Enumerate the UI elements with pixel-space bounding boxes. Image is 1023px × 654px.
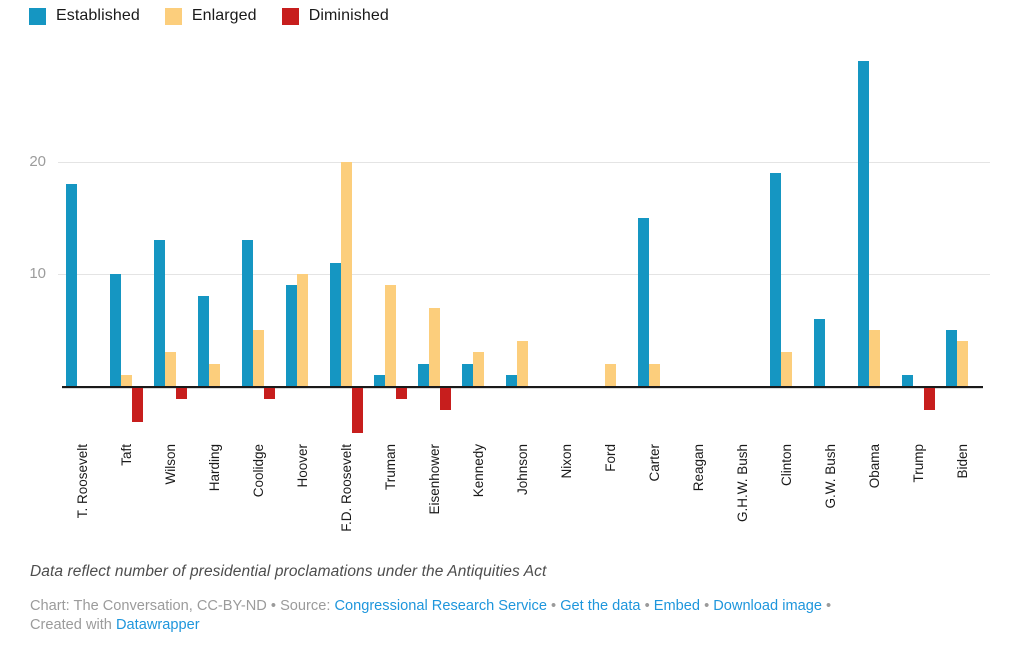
source-label: Source: [280, 598, 331, 614]
chart-byline: Chart: The Conversation, CC-BY-ND • Sour… [30, 595, 1005, 617]
x-label-carter: Carter [646, 444, 662, 482]
bar-established-trump[interactable] [902, 374, 913, 386]
x-axis-baseline-shadow [62, 388, 983, 389]
bar-enlarged-truman[interactable] [385, 285, 396, 386]
bar-enlarged-ford[interactable] [605, 363, 616, 386]
bar-established-hoover[interactable] [286, 285, 297, 386]
x-label-biden: Biden [954, 444, 970, 479]
bar-enlarged-harding[interactable] [209, 363, 220, 386]
legend-item-enlarged: Enlarged [164, 7, 257, 25]
x-label-wilson: Wilson [162, 444, 178, 485]
x-label-taft: Taft [118, 444, 134, 466]
embed-link[interactable]: Embed [653, 598, 701, 614]
bar-diminished-f-d-roosevelt[interactable] [352, 388, 363, 433]
bar-established-g-w-bush[interactable] [814, 318, 825, 386]
bar-enlarged-biden[interactable] [957, 341, 968, 386]
x-label-obama: Obama [866, 444, 882, 489]
bar-enlarged-taft[interactable] [121, 374, 132, 386]
gridline-20 [58, 162, 990, 163]
created-with-label: Created with [30, 617, 112, 633]
bar-enlarged-eisenhower[interactable] [429, 307, 440, 386]
bar-enlarged-obama[interactable] [869, 330, 880, 386]
created-with-line: Created with Datawrapper [30, 617, 200, 633]
source-link[interactable]: Congressional Research Service [334, 598, 547, 614]
separator-dot: • [270, 598, 277, 614]
bar-diminished-truman[interactable] [396, 388, 407, 400]
separator-dot: • [644, 598, 650, 614]
x-label-reagan: Reagan [690, 444, 706, 492]
legend-swatch-established [29, 7, 46, 25]
bar-established-coolidge[interactable] [242, 240, 253, 386]
bar-enlarged-kennedy[interactable] [473, 352, 484, 386]
bar-established-eisenhower[interactable] [418, 363, 429, 386]
bar-diminished-trump[interactable] [924, 388, 935, 411]
x-label-g-h-w-bush: G.H.W. Bush [734, 444, 750, 523]
x-label-f-d-roosevelt: F.D. Roosevelt [338, 444, 354, 532]
bar-established-clinton[interactable] [770, 173, 781, 386]
bar-established-johnson[interactable] [506, 374, 517, 386]
x-label-nixon: Nixon [558, 444, 574, 479]
get-the-data-link[interactable]: Get the data [560, 598, 641, 614]
x-label-trump: Trump [910, 444, 926, 483]
x-label-ford: Ford [602, 444, 618, 472]
bar-established-f-d-roosevelt[interactable] [330, 262, 341, 386]
bar-enlarged-johnson[interactable] [517, 341, 528, 386]
separator-dot: • [551, 598, 557, 614]
x-label-harding: Harding [206, 444, 222, 492]
bar-enlarged-wilson[interactable] [165, 352, 176, 386]
bar-established-truman[interactable] [374, 374, 385, 386]
plot-area: 10 20 T. Roosevelt Taft Wilson Harding Coolidg… [29, 61, 990, 532]
ytick-label-20: 20 [29, 153, 46, 170]
bar-established-obama[interactable] [858, 61, 869, 386]
bar-enlarged-hoover[interactable] [297, 274, 308, 386]
chart-legend: Established Enlarged Diminished [29, 7, 389, 25]
gridline-10 [58, 274, 990, 275]
bar-established-t-roosevelt[interactable] [66, 184, 77, 386]
bar-diminished-taft[interactable] [132, 388, 143, 422]
datawrapper-link[interactable]: Datawrapper [116, 617, 200, 633]
x-axis-baseline [62, 386, 983, 388]
bar-diminished-coolidge[interactable] [264, 388, 275, 400]
separator-dot: • [826, 598, 832, 614]
x-label-t-roosevelt: T. Roosevelt [74, 444, 90, 519]
bar-established-kennedy[interactable] [462, 363, 473, 386]
bar-enlarged-coolidge[interactable] [253, 330, 264, 386]
legend-label-established: Established [56, 7, 140, 24]
chart-credit: Chart: The Conversation, CC-BY-ND [30, 598, 267, 614]
x-label-g-w-bush: G.W. Bush [822, 444, 838, 509]
x-label-hoover: Hoover [294, 444, 310, 488]
bar-enlarged-f-d-roosevelt[interactable] [341, 162, 352, 386]
legend-label-diminished: Diminished [308, 7, 389, 24]
ytick-label-10: 10 [29, 265, 46, 282]
legend-item-established: Established [29, 7, 140, 25]
x-label-coolidge: Coolidge [250, 444, 266, 498]
x-label-johnson: Johnson [514, 444, 530, 496]
bar-established-wilson[interactable] [154, 240, 165, 386]
chart-note: Data reflect number of presidential proc… [30, 563, 547, 580]
bar-established-carter[interactable] [638, 218, 649, 386]
bar-established-biden[interactable] [946, 330, 957, 386]
x-label-truman: Truman [382, 444, 398, 491]
x-label-clinton: Clinton [778, 444, 794, 487]
legend-swatch-enlarged [164, 7, 182, 25]
legend-label-enlarged: Enlarged [191, 7, 257, 24]
bar-established-harding[interactable] [198, 296, 209, 386]
bar-enlarged-clinton[interactable] [781, 352, 792, 386]
x-label-eisenhower: Eisenhower [426, 444, 442, 515]
legend-swatch-diminished [281, 7, 299, 25]
x-label-kennedy: Kennedy [470, 444, 486, 498]
bar-diminished-wilson[interactable] [176, 388, 187, 400]
separator-dot: • [704, 598, 710, 614]
bar-diminished-eisenhower[interactable] [440, 388, 451, 411]
download-image-link[interactable]: Download image [713, 598, 822, 614]
bar-established-taft[interactable] [110, 274, 121, 386]
legend-item-diminished: Diminished [281, 7, 389, 25]
bar-enlarged-carter[interactable] [649, 363, 660, 386]
